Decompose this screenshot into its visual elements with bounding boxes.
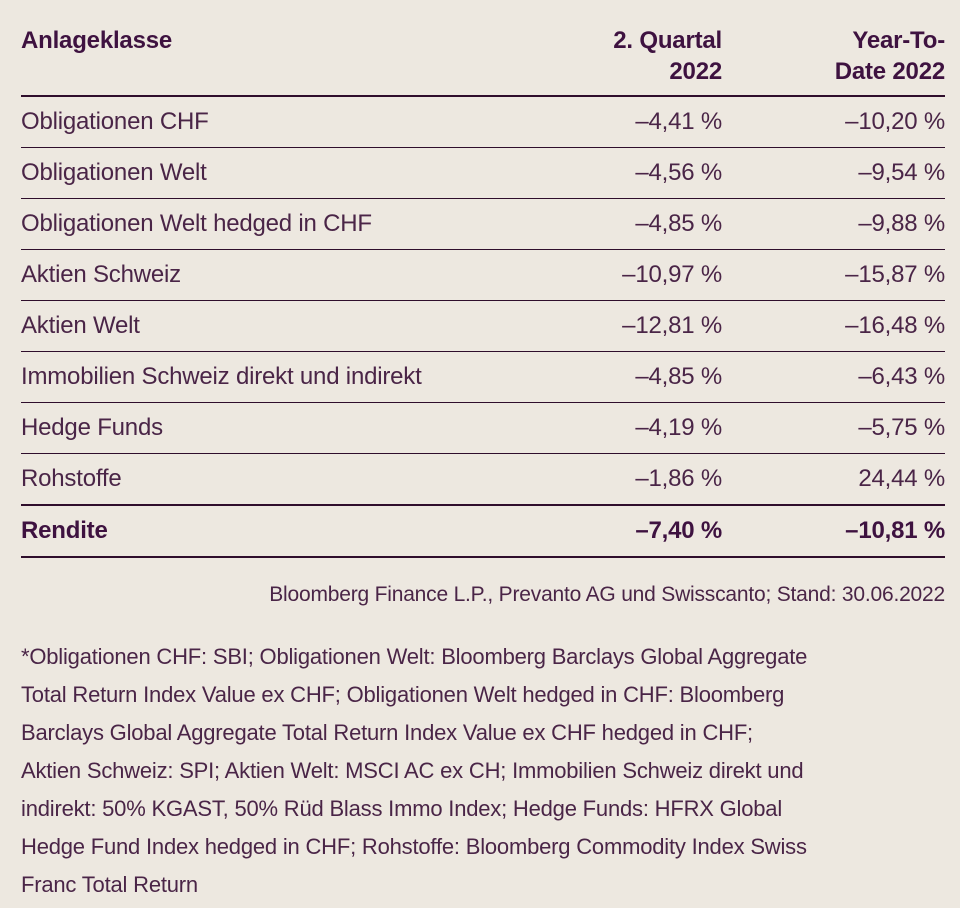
asset-class-label: Immobilien Schweiz direkt und indirekt: [21, 351, 557, 403]
total-row-label: Rendite: [21, 504, 557, 558]
q2-value: –4,85 %: [557, 351, 722, 403]
table-row: Aktien Schweiz –10,97 % –15,87 %: [21, 249, 945, 301]
column-header-asset-class: Anlageklasse: [21, 25, 557, 97]
footnote-line: Barclays Global Aggregate Total Return I…: [21, 720, 753, 745]
table-row: Aktien Welt –12,81 % –16,48 %: [21, 300, 945, 352]
footnote-line: Hedge Fund Index hedged in CHF; Rohstoff…: [21, 834, 807, 859]
ytd-value: –9,54 %: [722, 147, 945, 199]
table-row: Obligationen Welt –4,56 % –9,54 %: [21, 147, 945, 199]
asset-class-label: Hedge Funds: [21, 402, 557, 454]
asset-class-label: Obligationen Welt: [21, 147, 557, 199]
source-line: Bloomberg Finance L.P., Prevanto AG und …: [269, 583, 945, 606]
asset-class-label: Aktien Welt: [21, 300, 557, 352]
asset-class-label: Obligationen CHF: [21, 96, 557, 148]
q2-value: –10,97 %: [557, 249, 722, 301]
q2-value: –1,86 %: [557, 453, 722, 506]
asset-class-label: Rohstoffe: [21, 453, 557, 506]
footnote-line: Franc Total Return: [21, 872, 198, 897]
total-q2-value: –7,40 %: [557, 504, 722, 558]
q2-value: –4,85 %: [557, 198, 722, 250]
q2-value: –4,19 %: [557, 402, 722, 454]
table-header-row: Anlageklasse 2. Quartal 2022 Year-To- Da…: [21, 25, 945, 97]
ytd-value: –5,75 %: [722, 402, 945, 454]
footnote: *Obligationen CHF: SBI; Obligationen Wel…: [21, 638, 945, 904]
footnote-line: Total Return Index Value ex CHF; Obligat…: [21, 682, 785, 707]
asset-class-label: Aktien Schweiz: [21, 249, 557, 301]
footnote-line: indirekt: 50% KGAST, 50% Rüd Blass Immo …: [21, 796, 783, 821]
table-row: Hedge Funds –4,19 % –5,75 %: [21, 402, 945, 454]
table-row: Rohstoffe –1,86 % 24,44 %: [21, 453, 945, 506]
q2-value: –12,81 %: [557, 300, 722, 352]
footnote-line: *Obligationen CHF: SBI; Obligationen Wel…: [21, 644, 808, 669]
asset-class-returns-table: Anlageklasse 2. Quartal 2022 Year-To- Da…: [21, 25, 945, 558]
footnote-line: Aktien Schweiz: SPI; Aktien Welt: MSCI A…: [21, 758, 804, 783]
ytd-value: –16,48 %: [722, 300, 945, 352]
ytd-value: –10,20 %: [722, 96, 945, 148]
table-row: Obligationen CHF –4,41 % –10,20 %: [21, 96, 945, 148]
total-ytd-value: –10,81 %: [722, 504, 945, 558]
column-header-q2-2022: 2. Quartal 2022: [557, 25, 722, 97]
ytd-value: –15,87 %: [722, 249, 945, 301]
ytd-value: –9,88 %: [722, 198, 945, 250]
table-row: Obligationen Welt hedged in CHF –4,85 % …: [21, 198, 945, 250]
q2-value: –4,41 %: [557, 96, 722, 148]
ytd-value: –6,43 %: [722, 351, 945, 403]
table-total-row: Rendite –7,40 % –10,81 %: [21, 504, 945, 558]
asset-class-label: Obligationen Welt hedged in CHF: [21, 198, 557, 250]
q2-value: –4,56 %: [557, 147, 722, 199]
column-header-ytd-2022: Year-To- Date 2022: [722, 25, 945, 97]
ytd-value: 24,44 %: [722, 453, 945, 506]
table-row: Immobilien Schweiz direkt und indirekt –…: [21, 351, 945, 403]
